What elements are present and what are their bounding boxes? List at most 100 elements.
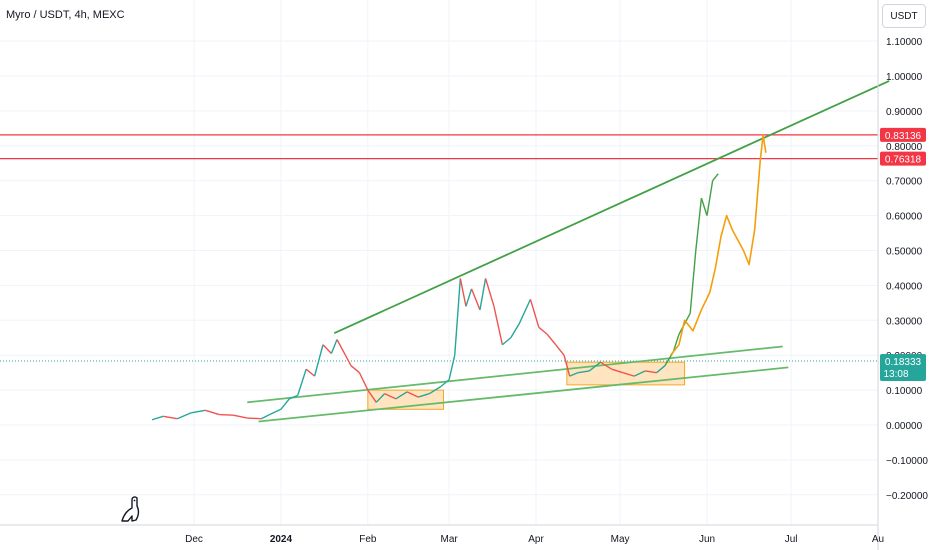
- y-tick-label: 0.80000: [886, 142, 923, 153]
- price-segment: [633, 370, 646, 377]
- y-tick-label: 0.60000: [886, 212, 923, 223]
- price-segment: [689, 250, 697, 314]
- price-segment: [645, 370, 657, 374]
- y-tick-label: −0.20000: [886, 491, 928, 502]
- x-tick-label: Feb: [359, 534, 377, 545]
- price-segment: [569, 372, 579, 377]
- x-tick-label: Mar: [441, 534, 459, 545]
- x-tick-label: Apr: [528, 534, 544, 545]
- price-segment: [465, 288, 473, 307]
- current-price-tag-text: 0.18333: [885, 357, 922, 368]
- price-segment: [672, 334, 680, 352]
- price-segment: [247, 417, 262, 420]
- price-segment: [395, 391, 408, 400]
- price-segment: [418, 392, 430, 398]
- price-segment: [538, 326, 548, 335]
- price-segment: [313, 344, 324, 377]
- level-price-tag: [880, 151, 926, 166]
- price-segment: [712, 173, 719, 182]
- price-segment: [269, 408, 282, 416]
- price-segment: [261, 413, 271, 420]
- price-segment: [344, 354, 352, 367]
- price-segment: [577, 370, 590, 374]
- y-tick-label: −0.10000: [886, 456, 928, 467]
- horizontal-levels: [0, 134, 878, 362]
- price-segment: [176, 412, 192, 420]
- level-price-tag: [880, 127, 926, 142]
- price-segment: [555, 344, 565, 356]
- y-tick-label: 1.10000: [886, 37, 923, 48]
- countdown-text: 13:08: [883, 369, 908, 380]
- price-segment: [219, 413, 234, 416]
- y-tick-label: 0.40000: [886, 281, 923, 292]
- projection-line: [669, 134, 767, 356]
- price-segment: [350, 365, 360, 374]
- price-segment: [454, 278, 462, 356]
- price-segment: [459, 278, 467, 307]
- upper-trend-line: [333, 80, 890, 335]
- price-segment: [563, 355, 571, 377]
- grid: [0, 0, 879, 525]
- channel-upper-line: [247, 345, 783, 404]
- price-segment: [297, 368, 307, 396]
- x-tick-label: 2024: [270, 534, 293, 545]
- price-segment: [706, 180, 714, 216]
- y-tick-label: 0.00000: [886, 421, 923, 432]
- price-segment: [429, 386, 442, 395]
- price-segment: [622, 371, 635, 377]
- price-segment: [205, 409, 220, 416]
- price-segment: [600, 361, 613, 370]
- price-segment: [163, 415, 178, 420]
- y-tick-label: 1.00000: [886, 72, 923, 83]
- level-price-tag-text: 0.83136: [885, 131, 922, 142]
- series: [151, 134, 767, 421]
- price-segment: [330, 339, 338, 354]
- price-segment: [440, 379, 450, 388]
- channel-lower-line: [258, 366, 789, 423]
- price-segment: [656, 365, 666, 374]
- chart-title: Myro / USDT, 4h, MEXC: [6, 9, 125, 21]
- y-tick-label: 0.90000: [886, 107, 923, 118]
- price-segment: [518, 299, 532, 325]
- currency-button[interactable]: USDT: [882, 4, 926, 28]
- tradingview-logo-icon: [121, 496, 140, 522]
- level-price-tag-text: 0.76318: [885, 155, 922, 166]
- y-tick-label: 0.30000: [886, 316, 923, 327]
- price-segment: [700, 197, 708, 216]
- price-segment: [484, 278, 495, 307]
- x-tick-label: Dec: [185, 534, 203, 545]
- price-segment: [367, 389, 377, 403]
- price-axis: 1.10000 1.00000 0.90000 0.80000 0.70000 0.600…: [877, 0, 928, 550]
- price-segment: [470, 288, 481, 311]
- price-segment: [493, 306, 504, 345]
- price-segment: [611, 368, 624, 374]
- x-tick-label: May: [611, 534, 630, 545]
- price-segment: [384, 392, 397, 400]
- price-segment: [305, 368, 316, 377]
- price-segment: [529, 299, 540, 328]
- price-segment: [322, 344, 332, 354]
- price-segment: [406, 391, 419, 398]
- price-segment: [375, 393, 386, 403]
- price-segment: [510, 323, 520, 339]
- price-segment: [479, 278, 487, 310]
- price-segment: [358, 372, 369, 391]
- price-segment: [191, 409, 206, 414]
- price-segment: [501, 337, 512, 346]
- price-segment: [151, 415, 164, 421]
- price-segment: [233, 414, 248, 419]
- y-tick-label: 0.50000: [886, 247, 923, 258]
- time-axis: Dec 2024 Feb Mar Apr May Jun Jul Au: [0, 524, 884, 545]
- x-tick-label: Au: [872, 534, 884, 545]
- price-segment: [546, 333, 557, 346]
- price-segment: [695, 198, 703, 251]
- price-segment: [336, 339, 347, 356]
- current-price-tag: [880, 354, 926, 382]
- x-tick-label: Jun: [699, 534, 715, 545]
- trend-lines: [247, 80, 890, 423]
- price-segment: [588, 361, 601, 372]
- price-segment: [280, 398, 290, 410]
